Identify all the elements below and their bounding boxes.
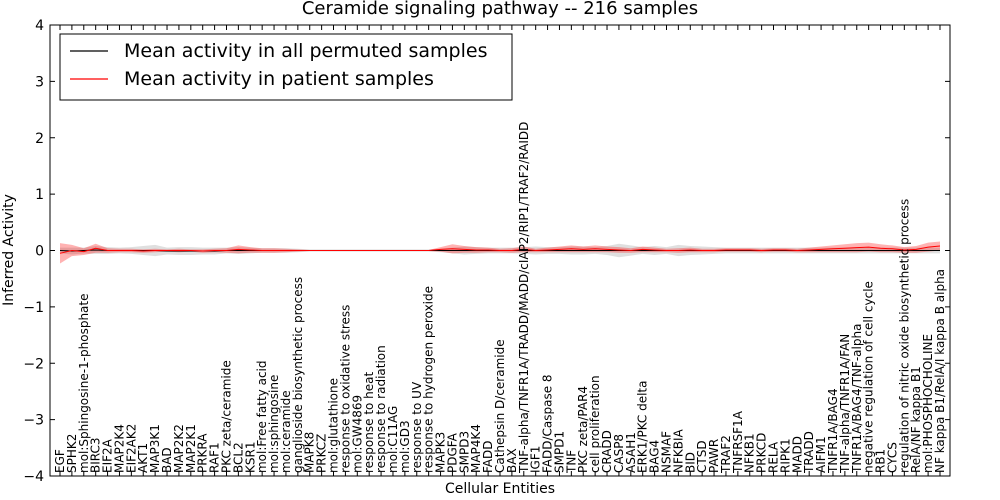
x-tick-label: SMPD3: [457, 431, 471, 473]
legend-label-permuted: Mean activity in all permuted samples: [124, 40, 487, 62]
x-tick-label: mol:PHOSPHOCHOLINE: [921, 334, 935, 473]
x-tick-label: MAPK3: [434, 432, 448, 473]
x-tick-label: response to hydrogen peroxide: [422, 286, 436, 473]
x-tick-label: PDGFA: [445, 432, 459, 473]
x-tick-label: NFKB1: [743, 433, 757, 473]
x-tick-label: BID: [683, 452, 697, 473]
x-tick-label: regulation of nitric oxide biosynthetic …: [897, 199, 911, 473]
x-tick-label: mol:GW4869: [350, 395, 364, 473]
x-tick-label: EIF2A: [101, 438, 115, 473]
x-tick-label: mol:C11AG: [386, 406, 400, 473]
x-tick-label: PRKCZ: [315, 434, 329, 473]
x-tick-label: CTSD: [695, 440, 709, 473]
x-tick-label: AKT1: [136, 443, 150, 473]
x-tick-label: BAD: [160, 447, 174, 473]
x-tick-label: PRKCD: [755, 433, 769, 473]
x-tick-label: TNF-alpha/TNFR1A/TRADD/MADD/cIAP2/RIP1/T…: [517, 122, 531, 474]
x-tick-label: MAP2K1: [184, 424, 198, 473]
x-tick-label: MAP4K4: [469, 424, 483, 473]
x-tick-label: EIF2AK2: [124, 424, 138, 473]
chart-title: Ceramide signaling pathway -- 216 sample…: [302, 0, 698, 19]
x-tick-label: NSMAF: [659, 431, 673, 473]
x-tick-label: response to oxidative stress: [338, 305, 352, 473]
x-tick-label: mol:glutathione: [327, 378, 341, 473]
x-axis-label: Cellular Entities: [445, 481, 555, 497]
x-tick-label: MADD: [790, 436, 804, 473]
legend-frame: [59, 33, 513, 101]
y-tick-label: −1: [23, 300, 44, 316]
y-axis-label: Inferred Activity: [1, 194, 17, 306]
x-tick-label: KSR1: [243, 442, 257, 473]
x-tick-label: ERK1/PKC delta: [636, 380, 650, 473]
x-tick-label: TNF: [564, 450, 578, 474]
x-tick-label: TNFRSF1A: [731, 410, 745, 474]
y-tick-label: −4: [23, 469, 44, 485]
y-tick-label: 1: [35, 187, 44, 203]
x-tick-label: BIRC3: [89, 437, 103, 473]
x-tick-label: TRADD: [802, 431, 816, 474]
x-tick-label: RIPK1: [778, 438, 792, 473]
x-tick-label: SPHK2: [65, 434, 79, 473]
x-tick-label: NF kappa B1/RelA/I kappa B alpha: [933, 269, 947, 473]
y-tick-label: 4: [35, 18, 44, 34]
x-tick-label: cell proliferation: [588, 375, 602, 473]
series-line-patient: [59, 245, 941, 254]
x-tick-label: FADD: [481, 441, 495, 474]
x-tick-label: negative regulation of cell cycle: [862, 281, 876, 473]
x-tick-label: Cathepsin D/ceramide: [493, 339, 507, 473]
y-tick-label: 0: [35, 244, 44, 260]
y-tick-label: 3: [35, 74, 44, 90]
x-tick-label: BAG4: [648, 440, 662, 473]
x-tick-label: AIFM1: [814, 436, 828, 473]
y-tick-label: −2: [23, 356, 44, 372]
x-tick-label: FADD/Caspase 8: [541, 374, 555, 473]
x-tick-label: ganglioside biosynthetic process: [291, 277, 305, 473]
x-tick-label: TNF-alpha/TNFR1A/FAN: [838, 334, 852, 474]
x-tick-label: mol:ceramide: [279, 390, 293, 473]
x-tick-label: mol:sphingosine: [267, 375, 281, 473]
x-tick-label: mol:Sphingosine-1-phosphate: [77, 293, 91, 473]
x-tick-label: EGF: [53, 449, 67, 473]
x-tick-label: PRKRA: [196, 433, 210, 473]
x-tick-label: PKC zeta/PAR4: [576, 386, 590, 473]
legend: Mean activity in all permuted samples Me…: [59, 33, 513, 101]
x-tick-label: CRADD: [600, 430, 614, 473]
x-tick-label: RB1: [874, 449, 888, 473]
x-tick-label: NFKBIA: [671, 428, 685, 473]
x-tick-label: CASP8: [612, 434, 626, 473]
x-tick-label: MAP2K4: [112, 424, 126, 473]
band-patient: [60, 241, 940, 264]
x-tick-label: IGF1: [529, 446, 543, 473]
x-tick-label: BCL2: [231, 442, 245, 473]
x-tick-label: BAX: [505, 448, 519, 473]
x-tick-label: CYCS: [885, 442, 899, 473]
y-tick-label: 2: [35, 131, 44, 147]
x-tick-label: mol:Free fatty acid: [255, 360, 269, 473]
x-tick-label: TRAF2: [719, 435, 733, 474]
x-tick-label: RELA: [767, 441, 781, 473]
x-tick-label: response to radiation: [374, 345, 388, 473]
axes: −4 −3 −2 −1 0 1 2 3 4 EGFSPHK2mol:Sphingosine-1-p…: [23, 18, 951, 485]
x-tick-label: MAP2K2: [172, 424, 186, 473]
x-tick-label: RelA/NF kappa B1: [909, 366, 923, 473]
plot-area: [59, 241, 941, 264]
x-tick-label: mol:GD3: [398, 420, 412, 473]
legend-label-patient: Mean activity in patient samples: [124, 68, 434, 90]
x-tick-label: response to UV: [410, 381, 424, 473]
x-tick-label: MAPK8: [303, 432, 317, 473]
x-tick-label: PAWR: [707, 439, 721, 473]
x-tick-label: ASAH1: [624, 432, 638, 473]
y-tick-label: −3: [23, 413, 44, 429]
x-tick-label: SMPD1: [552, 431, 566, 473]
x-tick-label: response to heat: [362, 371, 376, 473]
x-tick-label: RAF1: [208, 442, 222, 473]
x-tick-label: TNFR1A/BAG4: [826, 388, 840, 474]
x-tick-label: TNFR1A/BAG4/TNF-alpha: [850, 324, 864, 474]
x-tick-label: PKC zeta/ceramide: [219, 360, 233, 473]
x-tick-label: MAP3K1: [148, 424, 162, 473]
